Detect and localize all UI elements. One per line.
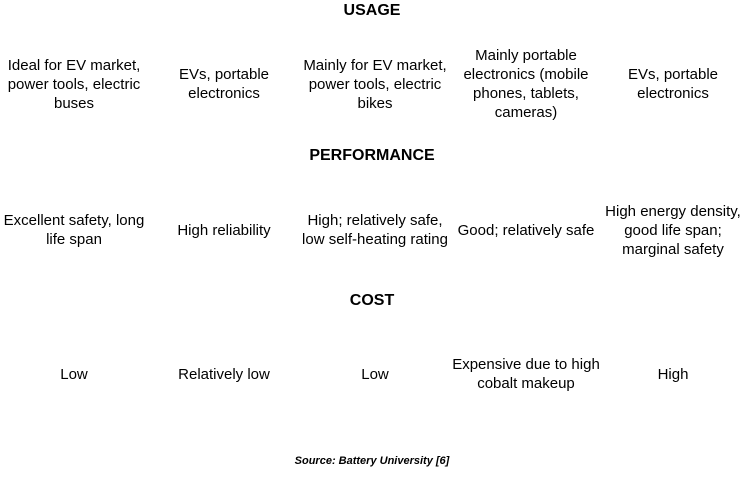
performance-cell-2: High reliability xyxy=(177,221,271,239)
cost-cell-1: Low xyxy=(60,365,88,383)
cost-row: Low Relatively low Low Expensive due to … xyxy=(0,335,744,413)
performance-cell-3: High; relatively safe, low self-heating … xyxy=(302,212,448,248)
usage-heading: USAGE xyxy=(343,2,401,19)
usage-cell-4: Mainly portable electronics (mobile phon… xyxy=(463,47,589,121)
performance-heading: PERFORMANCE xyxy=(309,147,435,164)
usage-cell-2: EVs, portable electronics xyxy=(178,66,270,102)
cost-cell-5: High xyxy=(657,365,689,383)
performance-cell-4: Good; relatively safe xyxy=(457,221,595,239)
cost-cell-3: Low xyxy=(361,365,389,383)
usage-cell-1: Ideal for EV market, power tools, electr… xyxy=(7,56,141,112)
usage-cell-3: Mainly for EV market, power tools, elect… xyxy=(303,56,447,112)
performance-row: Excellent safety, long life span High re… xyxy=(0,191,744,269)
cost-heading: COST xyxy=(349,292,395,309)
source-note: Source: Battery University [6] xyxy=(294,455,450,467)
usage-row: Ideal for EV market, power tools, electr… xyxy=(0,45,744,123)
usage-cell-5: EVs, portable electronics xyxy=(627,66,719,102)
performance-cell-5: High energy density, good life span; mar… xyxy=(605,202,741,258)
cost-cell-4: Expensive due to high cobalt makeup xyxy=(452,356,600,392)
performance-cell-1: Excellent safety, long life span xyxy=(3,212,145,248)
cost-cell-2: Relatively low xyxy=(178,365,270,383)
